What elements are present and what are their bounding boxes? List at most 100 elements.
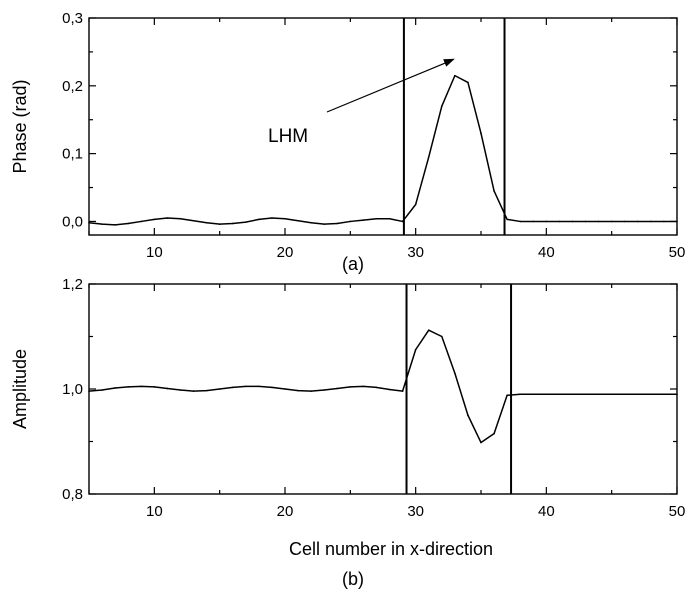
panel-b-data-point [192,390,195,392]
panel-b-data-point [414,348,417,351]
panel-a-series-line [88,74,677,226]
panel-b-data-point [218,388,221,390]
panel-a-data-point [623,220,626,223]
panel-a-data-point [388,217,391,220]
panel-b-amplitude-chart: 10 20 30 40 50 0,8 1,0 1,2 Amplitude Cell number … [10,276,685,589]
panel-a-data-point [127,222,129,225]
panel-a-data-point [310,221,312,224]
panel-b-data-point [493,432,495,435]
panel-a-data-point [506,218,508,221]
panel-a-data-point [349,220,352,223]
panel-a-data-point [663,220,665,223]
panel-a-data-point [676,220,678,223]
panel-b-data-point [362,385,365,388]
panel-b-data-point [467,414,469,417]
panel-a-data-point [336,222,339,225]
panel-b-data-point [610,393,613,396]
panel-a-data-point [610,220,613,223]
panel-a-data-point [245,221,247,223]
panel-b-data-point [532,393,535,396]
panel-a-data-point [375,217,378,220]
panel-a-data-point [101,223,103,225]
panel-a-data-point [558,220,561,223]
panel-a-data-point [519,220,521,223]
panel-b-data-point [166,387,169,390]
panel-a-data-point [571,220,574,223]
panel-a-data-point [597,220,600,223]
panel-b-data-point [336,387,339,390]
panel-b-data-point [140,385,143,388]
panel-b-y-axis-title: Amplitude [10,349,30,429]
panel-a-data-point [323,223,326,225]
panel-a-annotation-arrow [326,60,452,113]
panel-b-data-point [245,385,247,388]
panel-a-annotation-arrowhead [443,58,455,67]
panel-a-data-point [637,220,639,223]
panel-b-data-point [571,393,574,396]
panel-a-x-tick-label: 40 [538,244,555,261]
panel-b-data-point [127,386,129,388]
panel-b-data-point [558,393,561,396]
panel-a-data-point [166,217,169,219]
panel-b-x-tick-label: 30 [407,503,424,520]
panel-b-data-point [441,335,443,338]
panel-a-data-point [231,222,234,225]
panel-a-data-point [284,217,286,220]
panel-b-x-tick-label: 10 [146,503,163,520]
panel-b-series-line [88,329,677,444]
panel-b-panel-label: (b) [342,569,364,589]
panel-b-data-point [153,386,156,388]
panel-b-x-axis-title: Cell number in x-direction [289,539,493,559]
panel-b-x-tick-label: 20 [277,503,294,520]
panel-a-y-tick-label: 0,1 [62,146,83,163]
panel-b-x-tick-label: 50 [669,503,686,520]
panel-a-panel-label: (a) [342,254,364,274]
panel-a-x-tick-label: 50 [669,244,686,261]
panel-b-data-point [584,393,587,396]
panel-b-data-point [375,386,378,389]
panel-a-data-point [218,223,221,225]
panel-a-data-point [140,220,143,223]
panel-a-data-point [467,81,469,84]
panel-a-data-point [271,217,273,219]
panel-b-data-point [88,390,90,392]
panel-b-data-point [231,386,234,389]
panel-a-data-point [297,219,299,222]
panel-b-data-point [179,389,182,391]
panel-a-data-point [192,219,195,222]
panel-a-data-point [153,218,156,221]
panel-a-y-tick-label: 0,3 [62,10,83,27]
panel-a-data-point [401,220,404,223]
panel-a-y-axis-title: Phase (rad) [10,79,30,173]
panel-a-data-point [88,221,90,224]
panel-b-data-point [284,388,286,390]
panel-a-data-point [362,219,365,221]
panel-a-data-point [493,190,495,192]
panel-b-data-point [676,393,678,396]
panel-a-y-tick-label: 0,0 [62,213,83,230]
panel-b-data-point [271,386,273,389]
panel-b-y-tick-label: 1,2 [62,276,83,293]
panel-b-data-point [623,393,626,396]
panel-b-y-tick-label: 1,0 [62,381,83,398]
panel-b-data-point [663,393,665,396]
panel-b-y-tick-label: 0,8 [62,486,83,503]
panel-b-data-point [519,393,521,396]
panel-b-data-point [323,389,326,391]
panel-a-data-point [414,203,417,206]
panel-a-phase-chart: 10 20 30 40 50 0,0 0,1 0,2 0,3 Phase (rad) (a) LHM [10,10,685,274]
panel-a-data-point [114,224,116,226]
panel-a-data-point [454,74,456,77]
panel-a-data-point [584,220,587,223]
panel-a-data-point [205,221,208,224]
panel-a-y-tick-label: 0,2 [62,78,83,95]
panel-b-data-point [114,387,116,389]
panel-a-data-point [545,220,548,223]
panel-b-data-point [205,389,208,392]
panel-a-data-point [480,132,482,135]
panel-b-data-point [297,389,299,392]
panel-a-data-point [650,220,652,223]
panel-a-data-point [427,156,430,158]
panel-b-data-point [597,393,600,396]
